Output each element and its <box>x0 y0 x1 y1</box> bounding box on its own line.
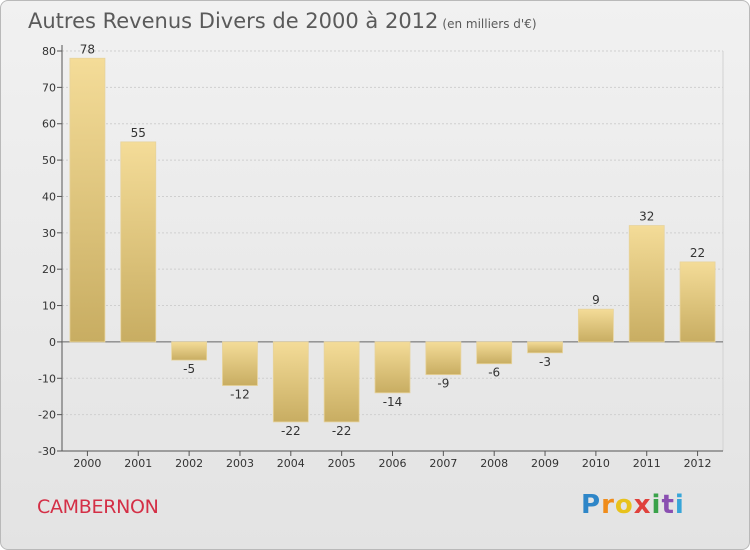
x-tick-label-2008: 2008 <box>480 457 508 470</box>
y-tick-label: 0 <box>49 336 56 349</box>
data-label-2007: -9 <box>437 377 449 391</box>
x-tick-label-2007: 2007 <box>429 457 457 470</box>
data-label-2011: 32 <box>639 210 654 224</box>
bar-2003 <box>222 341 258 386</box>
x-tick-label-2010: 2010 <box>582 457 610 470</box>
bar-2011 <box>628 225 665 343</box>
y-tick-label: -30 <box>38 445 56 458</box>
proxiti-logo: Proxiti <box>581 490 685 520</box>
data-label-2000: 78 <box>80 42 95 56</box>
x-tick-label-2001: 2001 <box>124 457 152 470</box>
x-tick-label-2011: 2011 <box>633 457 661 470</box>
bar-2001 <box>120 141 157 343</box>
y-tick-label: 20 <box>42 263 56 276</box>
bar-2004 <box>272 341 309 423</box>
data-label-2009: -3 <box>539 355 551 369</box>
bar-2008 <box>476 341 513 365</box>
y-tick-label: 60 <box>42 118 56 131</box>
chart-title-text: Autres Revenus Divers de 2000 à 2012 <box>28 9 439 33</box>
x-tick-label-2005: 2005 <box>328 457 356 470</box>
x-tick-label-2000: 2000 <box>73 457 101 470</box>
y-tick-label: 50 <box>42 154 56 167</box>
y-tick-label: -10 <box>38 372 56 385</box>
y-tick-label: 10 <box>42 300 56 313</box>
bar-2010 <box>577 308 614 343</box>
y-tick-label: -20 <box>38 409 56 422</box>
data-label-2001: 55 <box>131 126 146 140</box>
x-tick-label-2004: 2004 <box>277 457 305 470</box>
x-tick-label-2006: 2006 <box>379 457 407 470</box>
x-tick-label-2012: 2012 <box>684 457 712 470</box>
data-label-2008: -6 <box>488 366 500 380</box>
x-tick-label-2002: 2002 <box>175 457 203 470</box>
bar-2005 <box>323 341 360 423</box>
data-label-2010: 9 <box>592 293 600 307</box>
bar-2012 <box>679 261 716 343</box>
data-label-2006: -14 <box>383 395 403 409</box>
bar-2006 <box>374 341 411 394</box>
data-label-2004: -22 <box>281 424 301 438</box>
y-tick-label: 70 <box>42 81 56 94</box>
y-tick-label: 80 <box>42 45 56 58</box>
x-tick-label-2003: 2003 <box>226 457 254 470</box>
bar-2002 <box>171 341 208 361</box>
bar-2009 <box>527 341 563 354</box>
data-label-2012: 22 <box>690 246 705 260</box>
y-tick-label: 40 <box>42 190 56 203</box>
data-label-2003: -12 <box>230 388 250 402</box>
data-label-2002: -5 <box>183 362 195 376</box>
chart-unit: (en milliers d'€) <box>442 17 537 31</box>
y-tick-label: 30 <box>42 227 56 240</box>
chart-title: Autres Revenus Divers de 2000 à 2012 (en … <box>28 9 537 33</box>
data-label-2005: -22 <box>332 424 352 438</box>
x-tick-label-2009: 2009 <box>531 457 559 470</box>
commune-name: CAMBERNON <box>37 496 159 518</box>
bar-2007 <box>425 341 462 376</box>
bar-2000 <box>69 57 106 343</box>
